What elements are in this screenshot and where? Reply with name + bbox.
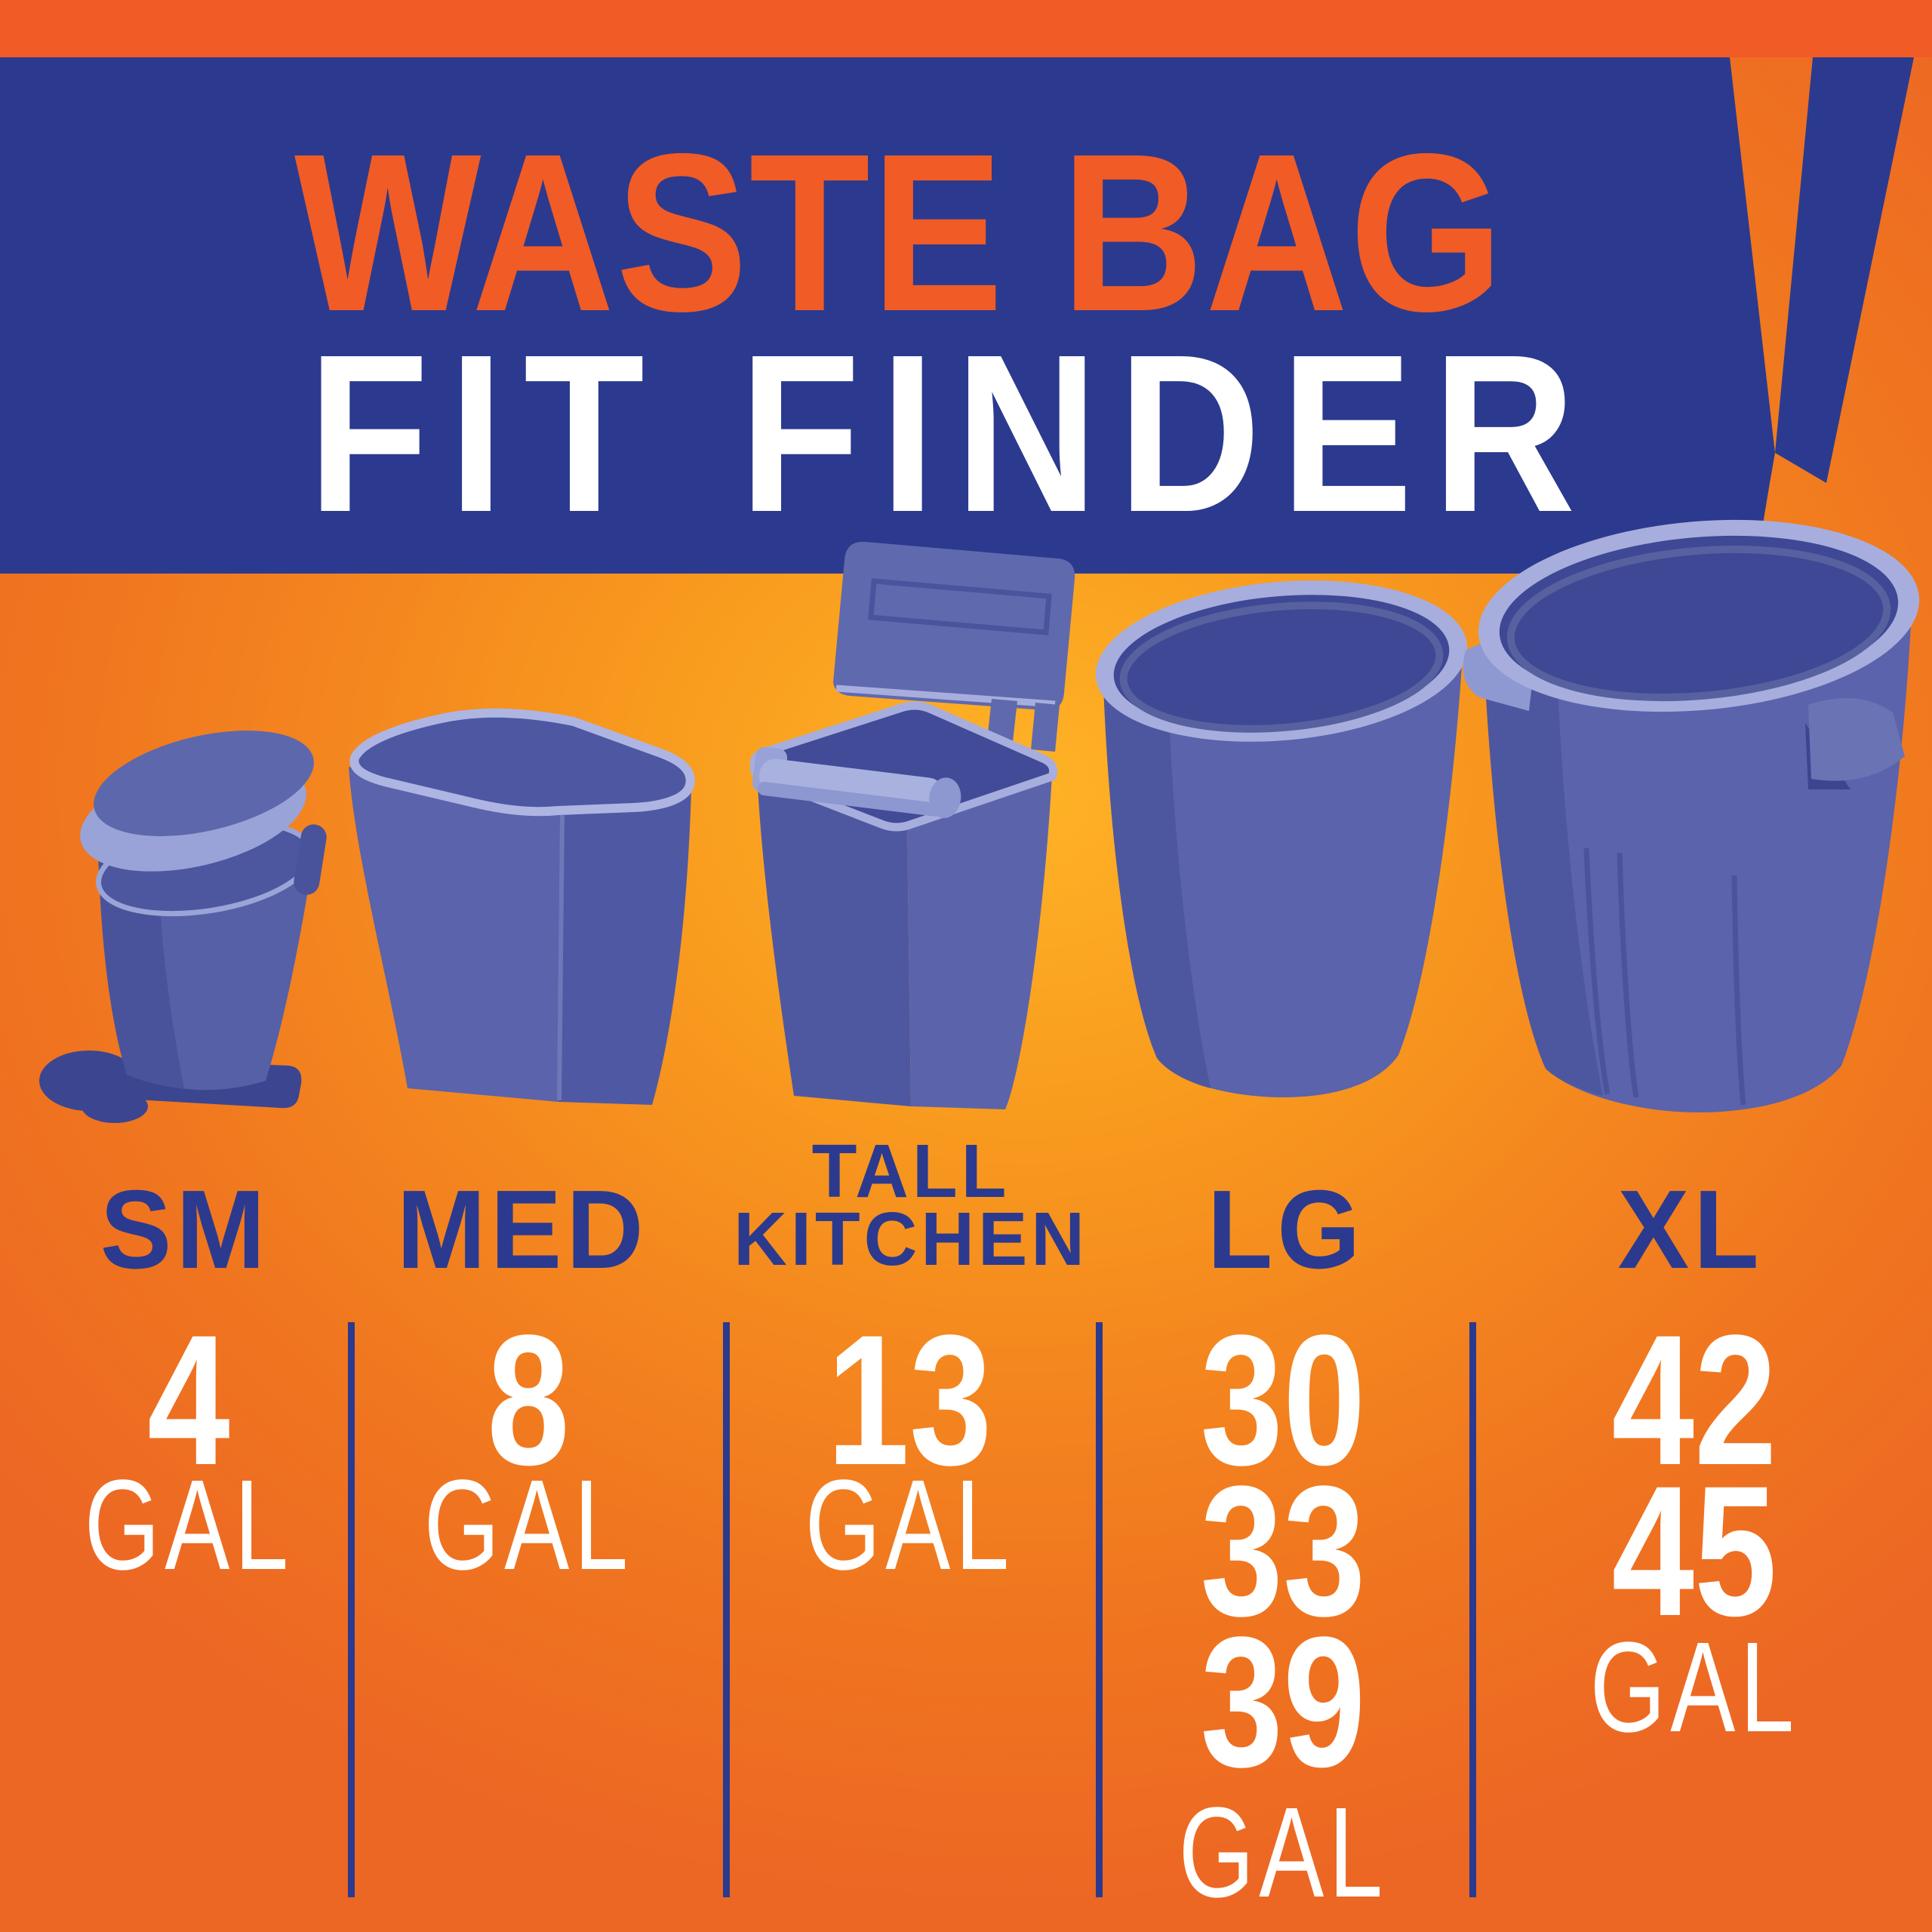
column-divider <box>348 1322 355 1897</box>
top-stripe <box>0 0 1932 57</box>
tall-kitchen-gallons-unit: GAL <box>804 1454 1014 1597</box>
column-divider <box>723 1322 730 1897</box>
label-med: MED <box>396 1168 648 1292</box>
large-round-trash-can-icon <box>1095 580 1468 1097</box>
banner-slash-shape <box>1775 57 1914 483</box>
title-line-2: FIT FINDER <box>308 308 1596 559</box>
small-pedal-bin-icon <box>39 731 327 1123</box>
banner-shape <box>0 57 1775 574</box>
lg-gallons-unit: GAL <box>1178 1781 1388 1924</box>
sm-gallons-unit: GAL <box>84 1454 294 1597</box>
label-tall-kitchen-line1: TALL <box>811 1129 1011 1214</box>
label-xl: XL <box>1617 1168 1764 1292</box>
lg-gallons-value-2: 33 <box>1200 1447 1366 1655</box>
label-sm: SM <box>100 1168 270 1292</box>
medium-wastebasket-icon <box>349 708 695 1105</box>
lg-gallons-value-1: 30 <box>1200 1297 1366 1504</box>
xl-gallons-unit: GAL <box>1589 1616 1799 1759</box>
xl-gallons-value-1: 42 <box>1611 1297 1777 1504</box>
column-divider <box>1469 1322 1476 1897</box>
tall-kitchen-bin-icon <box>749 541 1075 1109</box>
title-line-1: WASTE BAG <box>294 107 1505 358</box>
sm-gallons-value: 4 <box>147 1297 230 1504</box>
xl-gallons-value-2: 45 <box>1611 1447 1777 1655</box>
label-lg: LG <box>1207 1168 1365 1292</box>
lg-gallons-value-3: 39 <box>1200 1598 1366 1806</box>
med-gallons-unit: GAL <box>423 1454 633 1597</box>
label-tall-kitchen-line2: KITCHEN <box>734 1197 1088 1281</box>
med-gallons-value: 8 <box>487 1297 570 1504</box>
extra-large-round-trash-can-icon <box>1463 519 1920 1112</box>
tall-kitchen-gallons-value: 13 <box>826 1297 992 1504</box>
column-divider <box>1096 1322 1103 1897</box>
